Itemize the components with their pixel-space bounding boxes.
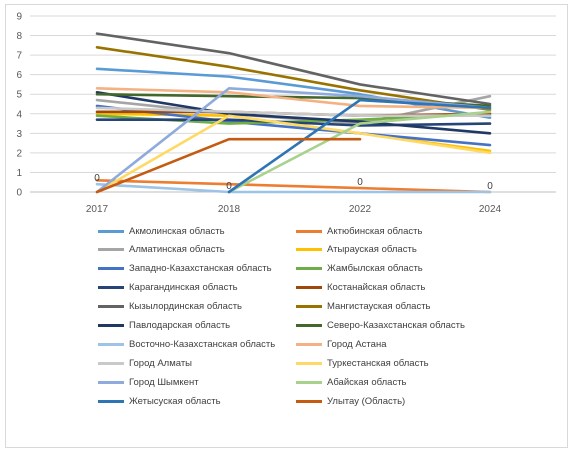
series-line xyxy=(95,87,492,194)
chart-frame xyxy=(5,4,568,448)
y-tick-label: 4 xyxy=(16,109,22,120)
series-line xyxy=(95,114,492,194)
data-label: 0 xyxy=(94,173,100,184)
y-axis-ticks: 0 1 2 3 4 5 6 7 8 9 xyxy=(16,12,22,199)
data-labels: 0 0 0 0 xyxy=(94,173,493,192)
series-line xyxy=(95,32,492,106)
series-line xyxy=(95,118,492,127)
data-label: 0 xyxy=(226,181,232,192)
series-line xyxy=(95,45,492,112)
x-tick-label: 2017 xyxy=(86,204,109,215)
y-tick-label: 3 xyxy=(16,129,22,140)
series-line xyxy=(95,182,492,194)
y-tick-label: 0 xyxy=(16,188,22,199)
x-axis-ticks: 2017 2018 2022 2024 xyxy=(86,204,502,215)
series-line xyxy=(227,110,492,194)
y-tick-label: 6 xyxy=(16,70,22,81)
y-tick-label: 2 xyxy=(16,148,22,159)
series-line xyxy=(95,104,492,147)
series-lines xyxy=(95,32,492,194)
series-line xyxy=(95,106,492,118)
y-tick-label: 5 xyxy=(16,90,22,101)
y-tick-label: 8 xyxy=(16,31,22,42)
series-line xyxy=(227,98,492,194)
series-line xyxy=(95,137,362,194)
x-tick-label: 2022 xyxy=(349,204,372,215)
data-label: 0 xyxy=(487,181,493,192)
data-label: 0 xyxy=(357,177,363,188)
y-tick-label: 9 xyxy=(16,12,22,23)
y-tick-label: 7 xyxy=(16,51,22,62)
series-line xyxy=(95,178,492,194)
series-line xyxy=(95,90,492,135)
x-tick-label: 2018 xyxy=(218,204,241,215)
y-tick-label: 1 xyxy=(16,168,22,179)
x-tick-label: 2024 xyxy=(479,204,502,215)
series-line xyxy=(95,87,492,110)
